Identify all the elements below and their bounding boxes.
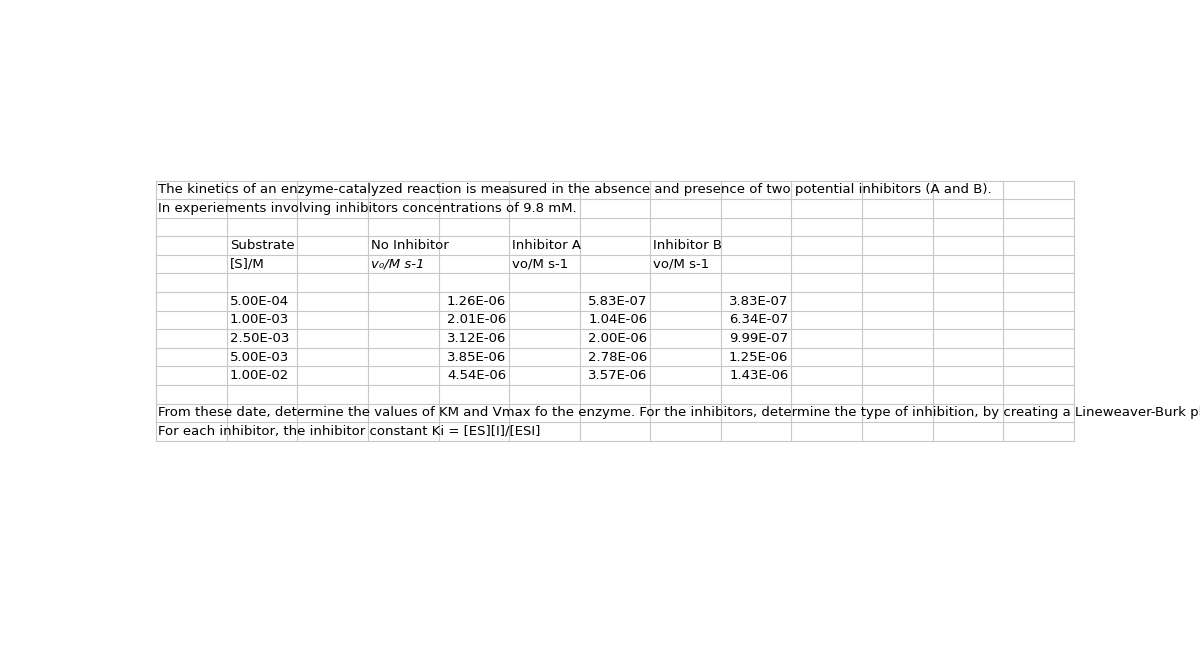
Text: No Inhibitor: No Inhibitor <box>371 239 449 252</box>
Text: 6.34E-07: 6.34E-07 <box>730 313 788 326</box>
Text: 3.83E-07: 3.83E-07 <box>728 295 788 308</box>
Text: 5.00E-03: 5.00E-03 <box>230 351 289 364</box>
Text: In experiements involving inhibitors concentrations of 9.8 mM.: In experiements involving inhibitors con… <box>157 202 576 215</box>
Text: The kinetics of an enzyme-catalyzed reaction is measured in the absence and pres: The kinetics of an enzyme-catalyzed reac… <box>157 184 991 197</box>
Text: 2.78E-06: 2.78E-06 <box>588 351 647 364</box>
Text: 5.00E-04: 5.00E-04 <box>230 295 289 308</box>
Text: 3.12E-06: 3.12E-06 <box>446 332 506 345</box>
Text: Inhibitor B: Inhibitor B <box>653 239 722 252</box>
Text: vo/M s-1: vo/M s-1 <box>653 258 709 271</box>
Text: Inhibitor A: Inhibitor A <box>512 239 581 252</box>
Text: 1.04E-06: 1.04E-06 <box>588 313 647 326</box>
Text: From these date, determine the values of KM and Vmax fo the enzyme. For the inhi: From these date, determine the values of… <box>157 406 1200 419</box>
Text: [S]/M: [S]/M <box>230 258 265 271</box>
Text: v₀/M s-1: v₀/M s-1 <box>371 258 425 271</box>
Text: 3.85E-06: 3.85E-06 <box>446 351 506 364</box>
Text: For each inhibitor, the inhibitor constant Ki = [ES][I]/[ESI]: For each inhibitor, the inhibitor consta… <box>157 425 540 438</box>
Text: 2.50E-03: 2.50E-03 <box>230 332 289 345</box>
Text: 2.01E-06: 2.01E-06 <box>446 313 506 326</box>
Text: 2.00E-06: 2.00E-06 <box>588 332 647 345</box>
Text: Substrate: Substrate <box>230 239 294 252</box>
Text: 5.83E-07: 5.83E-07 <box>588 295 647 308</box>
Text: 1.00E-03: 1.00E-03 <box>230 313 289 326</box>
Text: 1.25E-06: 1.25E-06 <box>728 351 788 364</box>
Text: 4.54E-06: 4.54E-06 <box>446 369 506 382</box>
Text: 3.57E-06: 3.57E-06 <box>588 369 647 382</box>
Text: 9.99E-07: 9.99E-07 <box>730 332 788 345</box>
Text: 1.43E-06: 1.43E-06 <box>730 369 788 382</box>
Text: vo/M s-1: vo/M s-1 <box>512 258 569 271</box>
Text: 1.00E-02: 1.00E-02 <box>230 369 289 382</box>
Text: 1.26E-06: 1.26E-06 <box>446 295 506 308</box>
